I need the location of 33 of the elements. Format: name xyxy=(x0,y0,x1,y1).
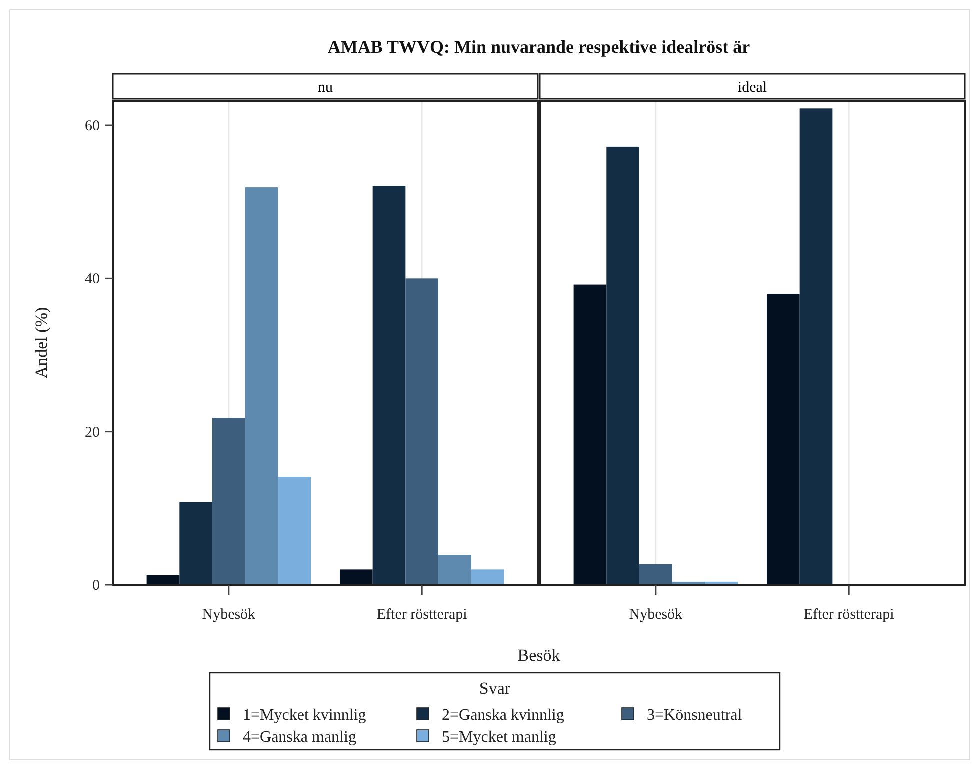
x-tick-label: Nybesök xyxy=(629,607,684,623)
bar xyxy=(212,418,246,585)
legend-title: Svar xyxy=(479,679,511,698)
legend-label: 3=Könsneutral xyxy=(647,707,743,724)
bar xyxy=(766,294,800,585)
bar xyxy=(438,555,472,585)
bar xyxy=(372,186,406,585)
text: AMAB TWVQ: Min nuvarande respektive idealröst är xyxy=(328,37,750,57)
y-tick-label: 40 xyxy=(85,272,100,288)
legend-label: 5=Mycket manlig xyxy=(442,729,556,746)
chart-title: nu xyxy=(318,80,334,96)
bar xyxy=(606,146,640,585)
legend-label: 4=Ganska manlig xyxy=(243,729,356,746)
y-tick-label: 20 xyxy=(85,424,100,441)
bar xyxy=(180,502,212,585)
bar xyxy=(471,570,504,585)
bar xyxy=(278,477,312,585)
bar xyxy=(340,570,373,585)
bar xyxy=(245,188,278,585)
legend-label: 1=Mycket kvinnlig xyxy=(243,707,366,724)
x-tick-label: Efter röstterapi xyxy=(376,607,468,623)
y-tick-label: 0 xyxy=(92,578,100,594)
bar xyxy=(639,564,672,585)
x-axis-title: Besök xyxy=(518,646,561,665)
y-tick-label: 60 xyxy=(85,118,100,135)
y-axis-title: Andel (%) xyxy=(32,307,51,379)
chart-title: ideal xyxy=(738,80,768,96)
x-tick-label: Nybesök xyxy=(202,607,256,623)
bar xyxy=(574,284,607,585)
bar xyxy=(406,278,439,585)
x-tick-label: Efter röstterapi xyxy=(804,607,894,623)
legend-label: 2=Ganska kvinnlig xyxy=(442,707,564,724)
bar xyxy=(800,108,833,585)
